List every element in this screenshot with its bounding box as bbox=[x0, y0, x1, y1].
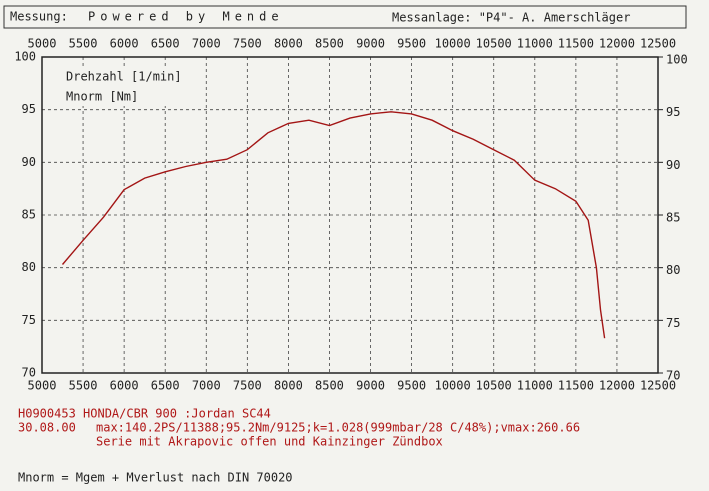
x-tick-label-top: 11000 bbox=[517, 37, 553, 51]
x-tick-label: 6500 bbox=[151, 379, 180, 393]
y-tick-label: 100 bbox=[14, 50, 36, 64]
footer-line: 30.08.00 bbox=[18, 421, 76, 435]
x-tick-label-top: 11500 bbox=[558, 37, 594, 51]
x-tick-label: 11000 bbox=[517, 379, 553, 393]
footer-note: Mnorm = Mgem + Mverlust nach DIN 70020 bbox=[18, 471, 293, 485]
x-tick-label: 7500 bbox=[233, 379, 262, 393]
x-tick-label-top: 8000 bbox=[274, 37, 303, 51]
x-tick-label: 11500 bbox=[558, 379, 594, 393]
footer-line: max:140.2PS/11388;95.2Nm/9125;k=1.028(99… bbox=[96, 421, 580, 435]
x-axis-label: Drehzahl [1/min] bbox=[66, 70, 182, 84]
x-tick-label: 9500 bbox=[397, 379, 426, 393]
y2-tick-label: 80 bbox=[666, 263, 680, 277]
y-tick-label: 95 bbox=[22, 102, 36, 116]
legend-bg bbox=[60, 66, 188, 106]
x-tick-label: 8000 bbox=[274, 379, 303, 393]
x-tick-label-top: 8500 bbox=[315, 37, 344, 51]
x-tick-label: 5000 bbox=[28, 379, 57, 393]
x-tick-label: 8500 bbox=[315, 379, 344, 393]
x-tick-label-top: 7000 bbox=[192, 37, 221, 51]
x-tick-label-top: 7500 bbox=[233, 37, 262, 51]
y2-tick-label: 95 bbox=[666, 105, 680, 119]
x-tick-label: 7000 bbox=[192, 379, 221, 393]
header-label: Messung: bbox=[10, 10, 68, 24]
y2-tick-label: 90 bbox=[666, 158, 680, 172]
legend-entry: Mnorm [Nm] bbox=[66, 90, 138, 104]
footer-line: Serie mit Akrapovic offen und Kainzinger… bbox=[96, 435, 443, 449]
footer-line: H0900453 HONDA/CBR 900 :Jordan SC44 bbox=[18, 407, 271, 421]
y2-tick-label: 85 bbox=[666, 211, 680, 225]
x-tick-label-top: 12500 bbox=[640, 37, 676, 51]
y-tick-label: 85 bbox=[22, 208, 36, 222]
header-title: Powered by Mende bbox=[88, 10, 284, 24]
x-tick-label-top: 6500 bbox=[151, 37, 180, 51]
x-tick-label-top: 5500 bbox=[69, 37, 98, 51]
series-line bbox=[61, 111, 606, 339]
x-tick-label: 5500 bbox=[69, 379, 98, 393]
y-tick-label: 75 bbox=[22, 313, 36, 327]
x-tick-label: 12500 bbox=[640, 379, 676, 393]
header-right: Messanlage: "P4"- A. Amerschläger bbox=[392, 11, 630, 25]
y2-tick-label: 100 bbox=[666, 53, 688, 67]
y2-tick-label: 70 bbox=[666, 369, 680, 383]
x-tick-label-top: 10500 bbox=[476, 37, 512, 51]
x-tick-label: 10500 bbox=[476, 379, 512, 393]
y-tick-label: 90 bbox=[22, 155, 36, 169]
x-tick-label: 10000 bbox=[435, 379, 471, 393]
x-tick-label-top: 6000 bbox=[110, 37, 139, 51]
x-tick-label-top: 9500 bbox=[397, 37, 426, 51]
y2-tick-label: 75 bbox=[666, 316, 680, 330]
x-tick-label-top: 12000 bbox=[599, 37, 635, 51]
x-tick-label-top: 9000 bbox=[356, 37, 385, 51]
x-tick-label-top: 10000 bbox=[435, 37, 471, 51]
x-tick-label: 6000 bbox=[110, 379, 139, 393]
header-box bbox=[3, 5, 687, 29]
y-tick-label: 80 bbox=[22, 260, 36, 274]
x-tick-label-top: 5000 bbox=[28, 37, 57, 51]
x-tick-label: 12000 bbox=[599, 379, 635, 393]
y-tick-label: 70 bbox=[22, 366, 36, 380]
x-tick-label: 9000 bbox=[356, 379, 385, 393]
